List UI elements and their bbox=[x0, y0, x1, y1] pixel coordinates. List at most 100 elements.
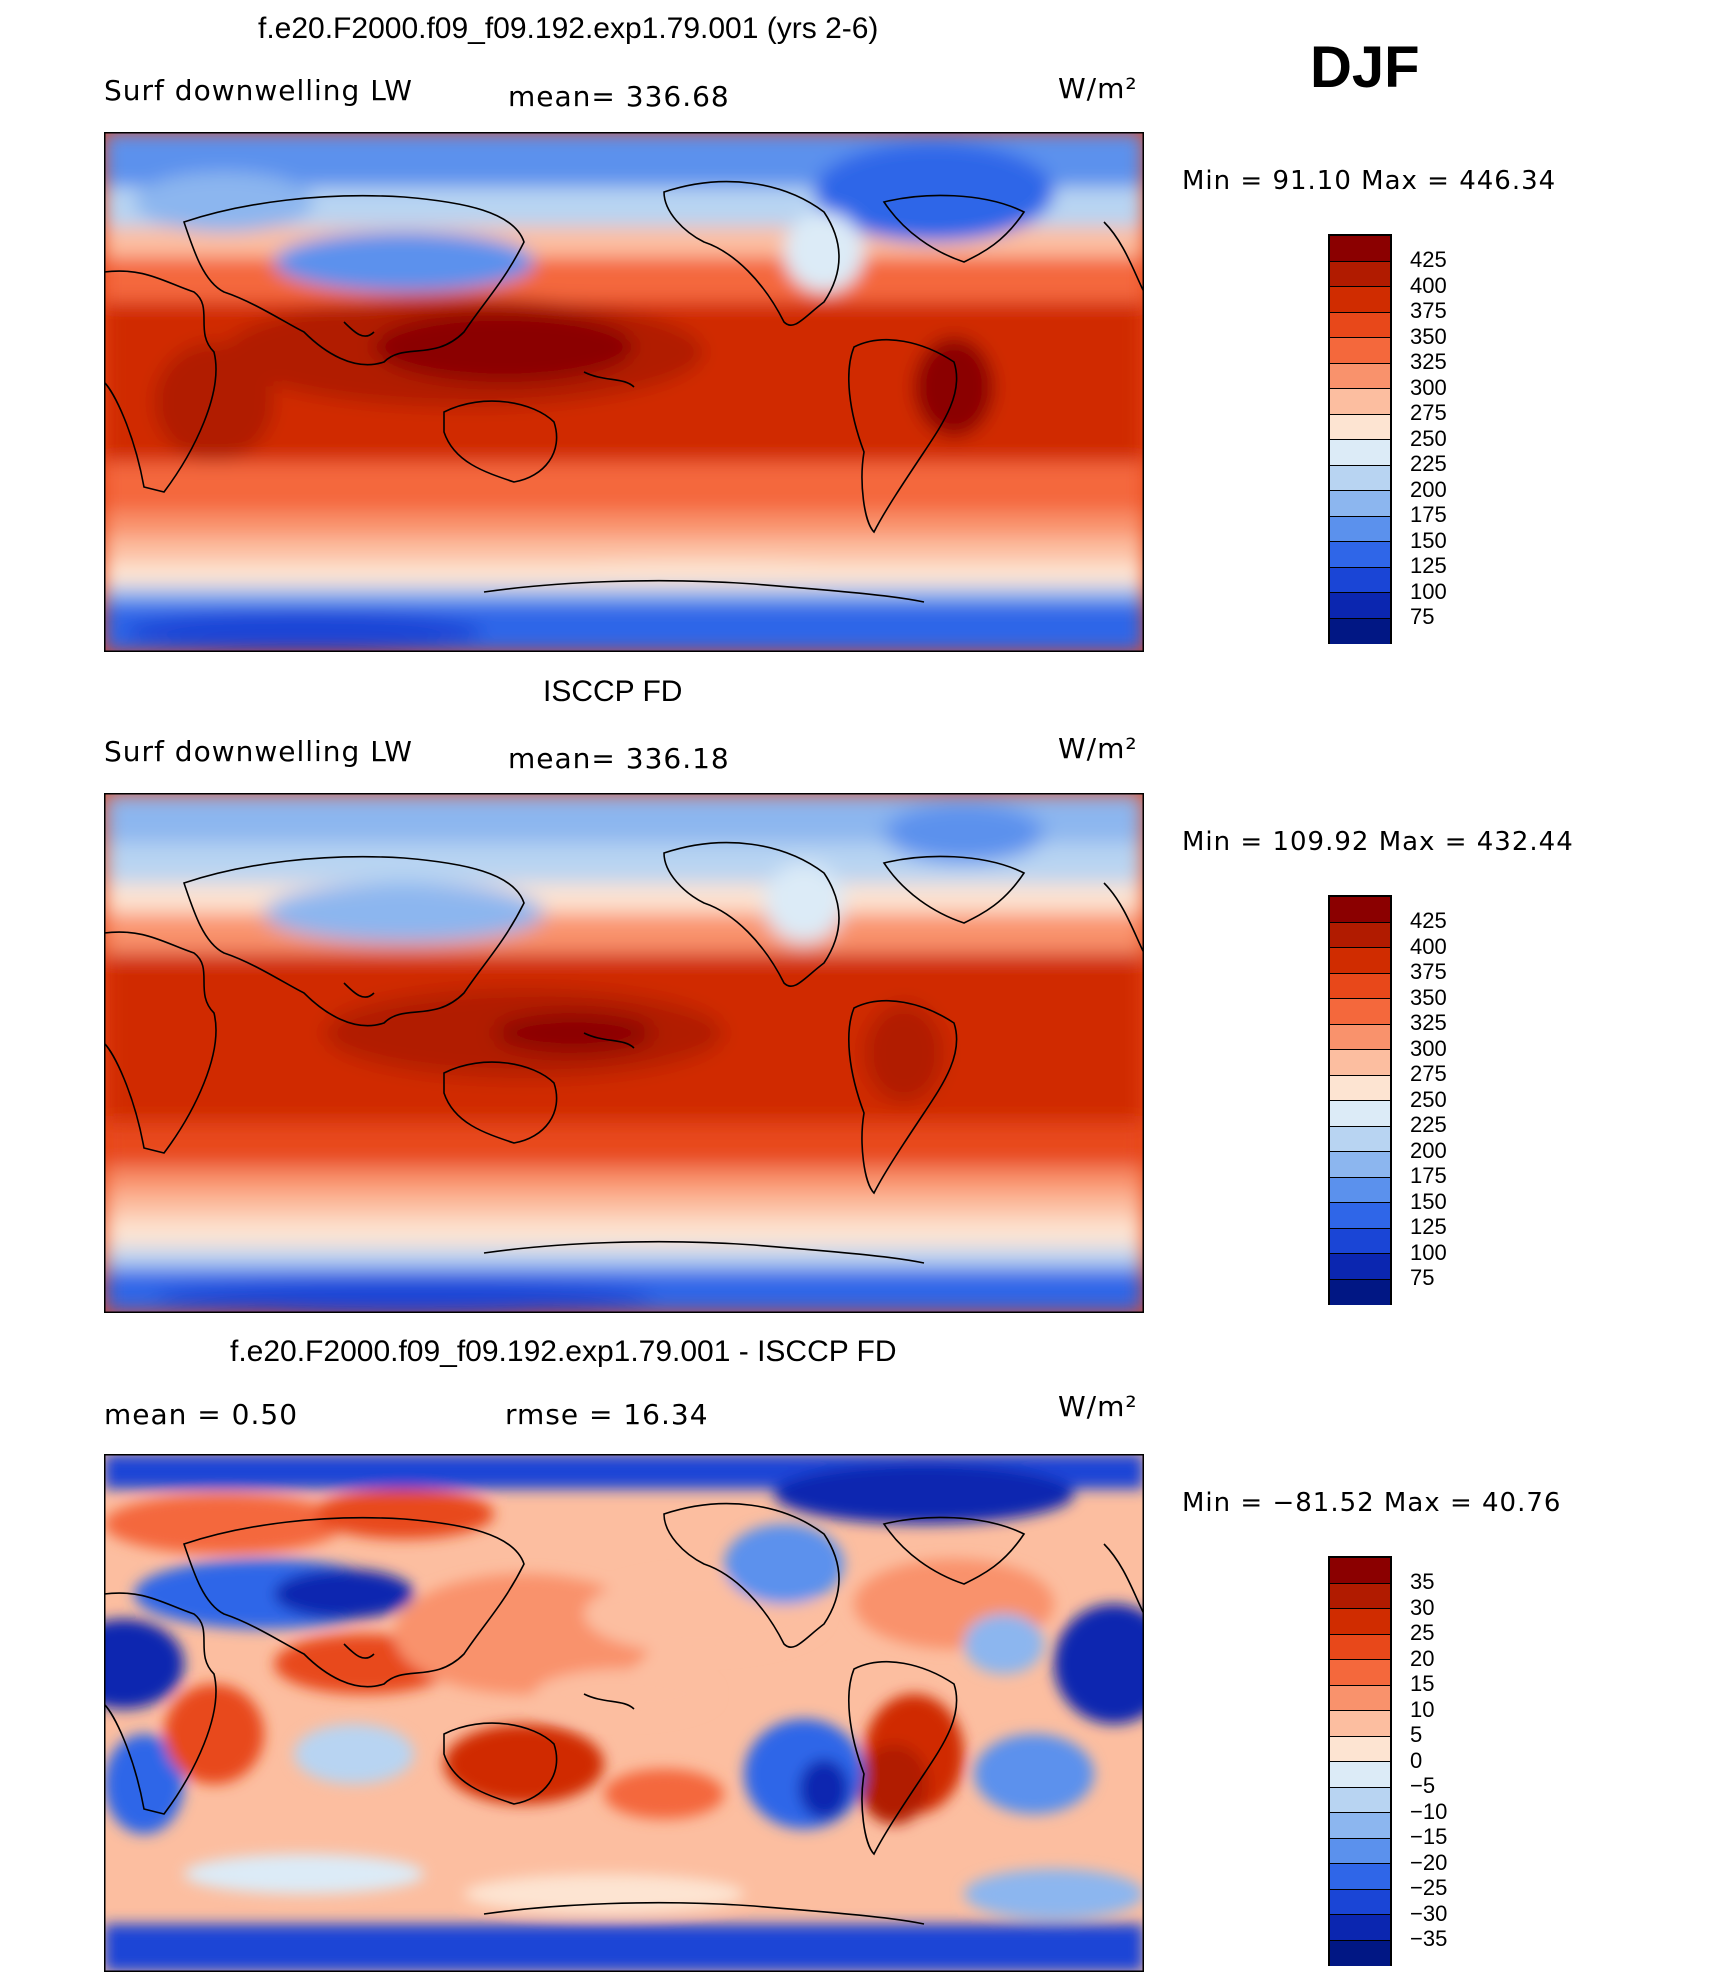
colorbar-tick-label: −30 bbox=[1410, 1900, 1448, 1926]
colorbar-tick-label: 225 bbox=[1410, 1112, 1447, 1137]
colorbar-swatch bbox=[1330, 973, 1390, 999]
colorbar bbox=[1328, 895, 1392, 1305]
colorbar-swatch bbox=[1330, 1711, 1390, 1737]
colorbar-swatch bbox=[1330, 542, 1390, 568]
colorbar-swatch bbox=[1330, 1609, 1390, 1635]
colorbar-tick-label: −5 bbox=[1410, 1773, 1436, 1798]
season-label: DJF bbox=[1310, 35, 1420, 100]
colorbar-swatch bbox=[1330, 236, 1390, 262]
colorbar-tick-label: 0 bbox=[1410, 1747, 1423, 1773]
mean-label: mean= 336.18 bbox=[508, 742, 730, 775]
min-max-label: Min = 91.10 Max = 446.34 bbox=[1182, 166, 1557, 196]
rmse-label: rmse = 16.34 bbox=[505, 1398, 709, 1431]
min-max-label: Min = 109.92 Max = 432.44 bbox=[1182, 827, 1574, 857]
colorbar-tick-label: 75 bbox=[1410, 1265, 1435, 1290]
colorbar-swatch bbox=[1330, 1634, 1390, 1660]
colorbar-swatch bbox=[1330, 922, 1390, 948]
colorbar-tick-label: 100 bbox=[1410, 1239, 1447, 1265]
colorbar-swatch bbox=[1330, 1813, 1390, 1839]
colorbar-tick-label: 400 bbox=[1410, 933, 1447, 959]
colorbar-swatch bbox=[1330, 1736, 1390, 1762]
colorbar-tick-label: 375 bbox=[1410, 959, 1447, 984]
colorbar-tick-label: 275 bbox=[1410, 1061, 1447, 1086]
colorbar-swatch bbox=[1330, 1177, 1390, 1203]
colorbar-tick-label: 275 bbox=[1410, 400, 1447, 425]
colorbar-tick-label: 350 bbox=[1410, 323, 1447, 349]
panel-title: ISCCP FD bbox=[543, 675, 683, 708]
colorbar-tick-label: 425 bbox=[1410, 908, 1447, 933]
colorbar-tick-label: 325 bbox=[1410, 349, 1447, 374]
colorbar-swatch bbox=[1330, 1203, 1390, 1229]
colorbar-tick-label: 10 bbox=[1410, 1696, 1435, 1722]
colorbar-labels: 425 400 375 350 325 300 275 250 225 200 175 150 125 1… bbox=[1410, 908, 1447, 1291]
colorbar-tick-label: −15 bbox=[1410, 1824, 1448, 1849]
colorbar-tick-label: 25 bbox=[1410, 1620, 1435, 1645]
colorbar-swatch bbox=[1330, 897, 1390, 923]
colorbar-tick-label: 30 bbox=[1410, 1594, 1435, 1620]
colorbar-tick-label: 375 bbox=[1410, 298, 1447, 323]
colorbar-swatch bbox=[1330, 465, 1390, 491]
colorbar-tick-label: −20 bbox=[1410, 1849, 1448, 1875]
colorbar-tick-label: 225 bbox=[1410, 451, 1447, 476]
colorbar-tick-label: 300 bbox=[1410, 1035, 1447, 1061]
colorbar-tick-label: 150 bbox=[1410, 1188, 1447, 1214]
colorbar-swatch bbox=[1330, 414, 1390, 440]
min-max-label: Min = −81.52 Max = 40.76 bbox=[1182, 1488, 1562, 1518]
colorbar-tick-label: 20 bbox=[1410, 1645, 1435, 1671]
colorbar-swatch bbox=[1330, 1228, 1390, 1254]
colorbar-swatch bbox=[1330, 1101, 1390, 1127]
colorbar-tick-label: 125 bbox=[1410, 553, 1447, 578]
units-label: W/m² bbox=[1058, 72, 1138, 105]
colorbar-swatch bbox=[1330, 1889, 1390, 1915]
variable-label: Surf downwelling LW bbox=[104, 74, 413, 107]
colorbar bbox=[1328, 234, 1392, 644]
colorbar-swatch bbox=[1330, 1660, 1390, 1686]
colorbar-swatch bbox=[1330, 593, 1390, 619]
colorbar-tick-label: 75 bbox=[1410, 604, 1435, 629]
map-plot bbox=[104, 793, 1144, 1313]
colorbar-tick-label: 175 bbox=[1410, 502, 1447, 527]
map-plot bbox=[104, 1454, 1144, 1972]
colorbar-swatch bbox=[1330, 312, 1390, 338]
colorbar-swatch bbox=[1330, 1024, 1390, 1050]
colorbar-swatch bbox=[1330, 287, 1390, 313]
colorbar-swatch bbox=[1330, 1838, 1390, 1864]
colorbar-swatch bbox=[1330, 338, 1390, 364]
units-label: W/m² bbox=[1058, 1390, 1138, 1423]
colorbar-tick-label: 5 bbox=[1410, 1722, 1423, 1747]
colorbar-swatch bbox=[1330, 440, 1390, 466]
colorbar-tick-label: 175 bbox=[1410, 1163, 1447, 1188]
colorbar-swatch bbox=[1330, 1864, 1390, 1890]
colorbar-swatch bbox=[1330, 1050, 1390, 1076]
colorbar-swatch bbox=[1330, 491, 1390, 517]
colorbar-swatch bbox=[1330, 567, 1390, 593]
colorbar bbox=[1328, 1556, 1392, 1966]
colorbar-tick-label: 150 bbox=[1410, 527, 1447, 553]
colorbar-swatch bbox=[1330, 1558, 1390, 1584]
colorbar-labels: 425 400 375 350 325 300 275 250 225 200 175 150 125 1… bbox=[1410, 247, 1447, 630]
colorbar-swatch bbox=[1330, 1254, 1390, 1280]
panel-title: f.e20.F2000.f09_f09.192.exp1.79.001 (yrs… bbox=[258, 12, 879, 45]
colorbar-swatch bbox=[1330, 261, 1390, 287]
colorbar-tick-label: 250 bbox=[1410, 425, 1447, 451]
colorbar-swatch bbox=[1330, 999, 1390, 1025]
colorbar-tick-label: −25 bbox=[1410, 1875, 1448, 1900]
diff-mean-label: mean = 0.50 bbox=[104, 1398, 299, 1431]
colorbar-swatch bbox=[1330, 1787, 1390, 1813]
colorbar-tick-label: 400 bbox=[1410, 272, 1447, 298]
colorbar-swatch bbox=[1330, 516, 1390, 542]
colorbar-labels: 35 30 25 20 15 10 5 0 −5 −10 −15 −20 −25 −30 −35 bbox=[1410, 1569, 1447, 1952]
colorbar-tick-label: 425 bbox=[1410, 247, 1447, 272]
units-label: W/m² bbox=[1058, 732, 1138, 765]
colorbar-tick-label: 200 bbox=[1410, 476, 1447, 502]
colorbar-tick-label: 125 bbox=[1410, 1214, 1447, 1239]
colorbar-tick-label: 200 bbox=[1410, 1137, 1447, 1163]
colorbar-swatch bbox=[1330, 1915, 1390, 1941]
colorbar-tick-label: 15 bbox=[1410, 1671, 1435, 1696]
panel-title: f.e20.F2000.f09_f09.192.exp1.79.001 - IS… bbox=[230, 1335, 897, 1368]
colorbar-tick-label: 325 bbox=[1410, 1010, 1447, 1035]
colorbar-swatch bbox=[1330, 1152, 1390, 1178]
colorbar-swatch bbox=[1330, 1583, 1390, 1609]
mean-label-text: mean= 336.68 bbox=[508, 80, 730, 113]
map-plot bbox=[104, 132, 1144, 652]
